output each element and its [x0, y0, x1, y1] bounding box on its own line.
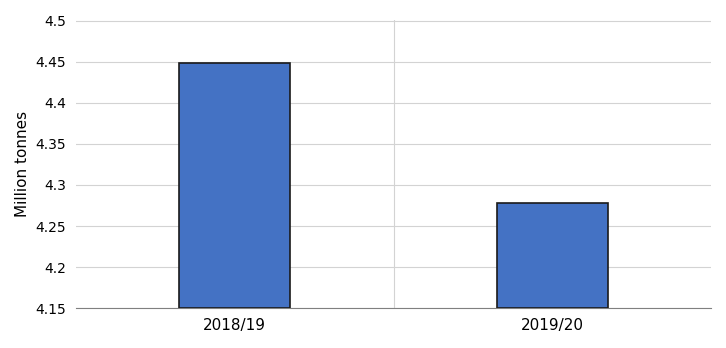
Y-axis label: Million tonnes: Million tonnes	[15, 111, 30, 218]
Bar	[497, 203, 608, 308]
Bar	[179, 63, 290, 308]
